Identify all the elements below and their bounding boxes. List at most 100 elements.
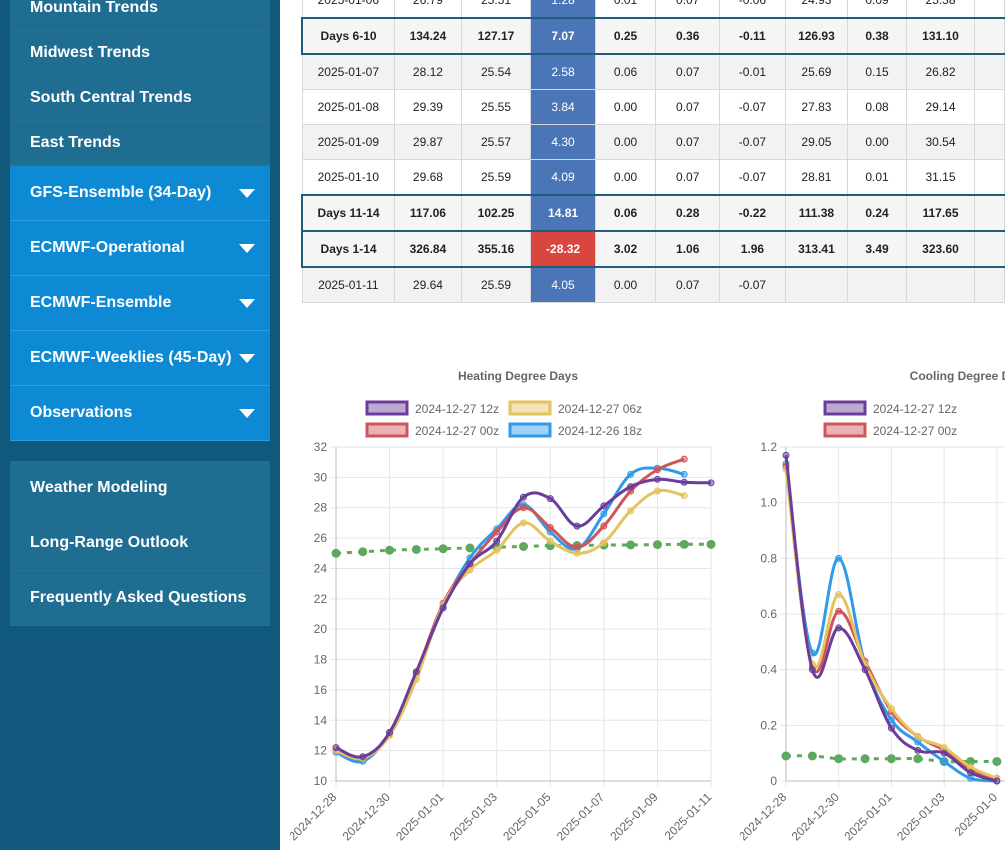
- table-cell: 25.51: [460, 0, 532, 19]
- summary-row: Days 11-14 117.06 102.25 14.81 0.06 0.28 -0.22…: [301, 194, 1005, 232]
- data-point: [993, 777, 1001, 785]
- nav-item-midwest-trends[interactable]: Midwest Trends: [10, 31, 270, 76]
- x-tick-label: 2025-01-03: [894, 790, 948, 844]
- data-point: [493, 546, 501, 554]
- table-cell: 29.39: [394, 89, 462, 125]
- table-cell: -28.32: [530, 230, 596, 268]
- row-label: Days 11-14: [301, 194, 396, 232]
- data-point: [439, 604, 447, 612]
- nav-item-east-trends[interactable]: East Trends: [10, 121, 270, 166]
- x-tick-label: 2025-01-09: [607, 790, 661, 844]
- data-point: [835, 591, 843, 599]
- data-point: [913, 754, 923, 764]
- legend-swatch: [823, 422, 867, 438]
- degree-day-table: 2025-01-06 26.79 25.51 1.28 0.01 0.07 -0.06 24.…: [301, 0, 1005, 303]
- table-cell: 4.09: [530, 159, 596, 196]
- caret-down-icon: [239, 244, 255, 253]
- table-cell: -0.07: [719, 159, 786, 196]
- nav-label: ECMWF-Weeklies (45-Day): [30, 349, 232, 366]
- data-point: [861, 666, 869, 674]
- y-tick-label: 26: [314, 531, 328, 545]
- data-point: [573, 543, 581, 551]
- legend-label: 2024-12-27 06z: [558, 402, 642, 416]
- data-point: [940, 758, 948, 766]
- nav-label: Midwest Trends: [30, 44, 151, 61]
- data-point: [600, 510, 608, 518]
- nav-item-ecmwf-ensemble[interactable]: ECMWF-Ensemble: [10, 276, 270, 331]
- nav-item-mountain-trends[interactable]: Mountain Trends: [10, 0, 270, 31]
- data-point: [835, 624, 843, 632]
- table-cell: -0.11: [719, 17, 786, 55]
- y-tick-label: 14: [314, 713, 328, 727]
- x-tick-label: 2025-01-11: [662, 790, 715, 843]
- nav-label: East Trends: [30, 134, 121, 151]
- nav-item-ecmwf-weeklies[interactable]: ECMWF-Weeklies (45-Day): [10, 331, 270, 386]
- nav-item-south-central-trends[interactable]: South Central Trends: [10, 76, 270, 121]
- data-point: [466, 560, 474, 568]
- table-row: 2025-01-07 28.12 25.54 2.58 0.06 0.07 -0.01 25.…: [301, 53, 1005, 90]
- nav-item-gfs-ensemble[interactable]: GFS-Ensemble (34-Day): [10, 166, 270, 221]
- data-point: [680, 470, 688, 478]
- nav-item-observations[interactable]: Observations: [10, 386, 270, 441]
- x-tick-label: 2025-01-01: [841, 790, 895, 844]
- y-tick-label: 0.4: [760, 663, 777, 677]
- data-point: [887, 724, 895, 732]
- table-cell: 0.25: [594, 17, 657, 55]
- data-point: [331, 548, 341, 558]
- data-point: [520, 519, 527, 527]
- data-point: [653, 475, 661, 483]
- table-cell: [905, 266, 976, 303]
- data-point: [386, 728, 394, 736]
- table-cell: 111.38: [784, 194, 849, 232]
- y-tick-label: 0: [770, 774, 777, 788]
- table-cell: 2.58: [530, 53, 596, 90]
- table-cell: 26.79: [394, 0, 462, 19]
- table-cell: 0.24: [847, 194, 907, 232]
- data-point: [600, 502, 608, 510]
- table-cell: 0.38: [847, 17, 907, 55]
- cooling-degree-days-chart: Cooling Degree D 2024-12-27 12z 2024-12-27…: [740, 369, 1005, 844]
- chart-title: Heating Degree Days: [458, 369, 578, 383]
- data-point: [412, 668, 420, 676]
- link-weather-modeling[interactable]: Weather Modeling: [10, 461, 270, 516]
- data-point: [573, 549, 581, 557]
- nav-item-ecmwf-operational[interactable]: ECMWF-Operational: [10, 221, 270, 276]
- table-cell: 0.15: [847, 53, 907, 90]
- data-point: [940, 749, 948, 757]
- table-cell: 0.00: [594, 124, 657, 160]
- table-cell: 29.87: [394, 124, 462, 160]
- nav-label: South Central Trends: [30, 89, 192, 106]
- table-cell: 326.84: [394, 230, 462, 268]
- data-point: [546, 523, 554, 531]
- table-row: 2025-01-09 29.87 25.57 4.30 0.00 0.07 -0.07 29.…: [301, 124, 1005, 160]
- table-cell: 0.07: [655, 159, 721, 196]
- y-tick-label: 22: [314, 592, 328, 606]
- data-point: [627, 483, 635, 491]
- data-point: [707, 479, 715, 487]
- data-point: [653, 466, 661, 474]
- data-point: [680, 492, 688, 500]
- data-point: [886, 754, 896, 764]
- y-tick-label: 20: [314, 622, 328, 636]
- series-line: [784, 455, 998, 783]
- data-point: [493, 537, 501, 545]
- table-cell: 25.59: [460, 159, 532, 196]
- link-long-range-outlook[interactable]: Long-Range Outlook: [10, 516, 270, 571]
- data-point: [808, 666, 816, 674]
- y-tick-label: 0.8: [760, 551, 777, 565]
- table-row: 2025-01-10 29.68 25.59 4.09 0.00 0.07 -0.07 28.…: [301, 159, 1005, 196]
- data-point: [887, 705, 895, 713]
- table-cell: 1.28: [530, 0, 596, 19]
- main-content: 2025-01-06 26.79 25.51 1.28 0.01 0.07 -0.06 24.…: [280, 0, 1005, 850]
- table-cell: 29.14: [905, 89, 976, 125]
- table-cell: -0.07: [719, 266, 786, 303]
- nav-label: Frequently Asked Questions: [30, 589, 247, 606]
- heating-degree-days-chart: Heating Degree Days 2024-12-27 12z 2024-12…: [290, 369, 716, 844]
- legend-swatch: [823, 400, 867, 416]
- nav-label: ECMWF-Operational: [30, 239, 185, 256]
- y-tick-label: 0.6: [760, 607, 777, 621]
- link-faq[interactable]: Frequently Asked Questions: [10, 571, 270, 626]
- data-point: [520, 493, 527, 501]
- table-cell: 25.59: [460, 266, 532, 303]
- table-cell: [974, 159, 1005, 196]
